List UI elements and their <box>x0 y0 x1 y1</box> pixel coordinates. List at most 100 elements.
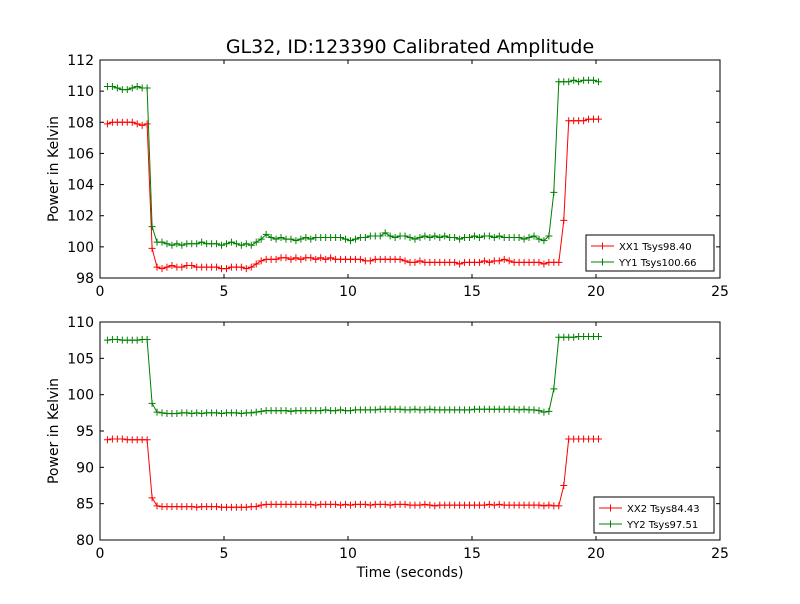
data-point <box>148 244 156 252</box>
data-point <box>173 410 181 418</box>
data-point <box>332 407 340 415</box>
data-point <box>213 240 221 248</box>
data-point <box>525 234 533 242</box>
data-point <box>550 188 558 196</box>
data-point <box>361 234 369 242</box>
data-point <box>218 410 226 418</box>
data-point <box>411 235 419 243</box>
data-point <box>520 405 528 413</box>
data-point <box>346 501 354 509</box>
data-point <box>470 232 478 240</box>
data-point <box>183 409 191 417</box>
y-tick-label: 98 <box>76 271 94 287</box>
data-point <box>480 257 488 265</box>
data-point <box>193 409 201 417</box>
y-tick-label: 90 <box>76 460 94 476</box>
data-point <box>337 234 345 242</box>
data-point <box>401 257 409 265</box>
data-point <box>475 234 483 242</box>
y-tick-label: 100 <box>67 240 94 256</box>
data-point <box>396 255 404 263</box>
data-point <box>495 232 503 240</box>
data-point <box>540 260 548 268</box>
data-point <box>143 84 151 92</box>
data-point <box>138 121 146 129</box>
data-point <box>386 232 394 240</box>
data-point <box>535 235 543 243</box>
legend-entry: XX1 Tsys98.40 <box>619 242 692 253</box>
data-point <box>406 406 414 414</box>
series-yy1-tsys100-66 <box>103 76 602 249</box>
data-point <box>158 409 166 417</box>
data-point <box>490 234 498 242</box>
data-point <box>198 410 206 418</box>
bottom-panel: 0 5 10 15 20 25 80 85 90 95 100 105 110 Power in Kelv… <box>46 315 729 581</box>
y-tick-label: 112 <box>67 53 94 69</box>
x-tick-label: 5 <box>220 546 229 562</box>
data-point <box>530 232 538 240</box>
data-point <box>252 260 260 268</box>
y-tick-label: 80 <box>76 533 94 549</box>
data-point <box>426 501 434 509</box>
data-point <box>307 254 315 262</box>
x-tick-label: 15 <box>463 284 481 300</box>
data-point <box>332 500 340 508</box>
data-point <box>560 216 568 224</box>
data-point <box>247 241 255 249</box>
data-point <box>505 257 513 265</box>
data-point <box>515 234 523 242</box>
data-point <box>416 501 424 509</box>
data-point <box>218 241 226 249</box>
data-point <box>163 263 171 271</box>
data-point <box>257 257 265 265</box>
data-point <box>128 84 136 92</box>
data-point <box>575 78 583 86</box>
data-point <box>148 494 156 502</box>
data-point <box>227 238 235 246</box>
data-point <box>198 238 206 246</box>
data-point <box>416 234 424 242</box>
data-point <box>297 255 305 263</box>
data-point <box>267 234 275 242</box>
x-tick-label: 5 <box>220 284 229 300</box>
data-point <box>540 502 548 510</box>
data-point <box>411 258 419 266</box>
data-point <box>108 82 116 90</box>
data-point <box>366 501 374 509</box>
data-point <box>282 254 290 262</box>
data-point <box>232 409 240 417</box>
x-tick-label: 0 <box>96 284 105 300</box>
y-tick-label: 105 <box>67 351 94 367</box>
data-point <box>451 258 459 266</box>
data-point <box>351 235 359 243</box>
data-point <box>466 234 474 242</box>
data-point <box>495 500 503 508</box>
data-point <box>361 500 369 508</box>
data-point <box>257 501 265 509</box>
y-tick-label: 102 <box>67 209 94 225</box>
data-point <box>421 406 429 414</box>
data-point <box>158 265 166 273</box>
y-tick-label: 110 <box>67 315 94 331</box>
data-point <box>252 503 260 511</box>
legend-marker <box>607 520 614 528</box>
data-point <box>466 406 474 414</box>
data-point <box>594 333 602 341</box>
data-point <box>401 500 409 508</box>
data-point <box>485 232 493 240</box>
data-point <box>247 263 255 271</box>
series-line <box>107 79 599 246</box>
data-point <box>153 408 161 416</box>
data-point <box>495 257 503 265</box>
data-point <box>480 501 488 509</box>
series-xx2-tsys84-43 <box>103 435 602 511</box>
data-point <box>376 232 384 240</box>
data-point <box>520 235 528 243</box>
data-point <box>153 502 161 510</box>
data-point <box>148 223 156 231</box>
data-point <box>113 335 121 343</box>
data-point <box>292 237 300 245</box>
data-point <box>421 232 429 240</box>
series-line <box>107 118 599 270</box>
